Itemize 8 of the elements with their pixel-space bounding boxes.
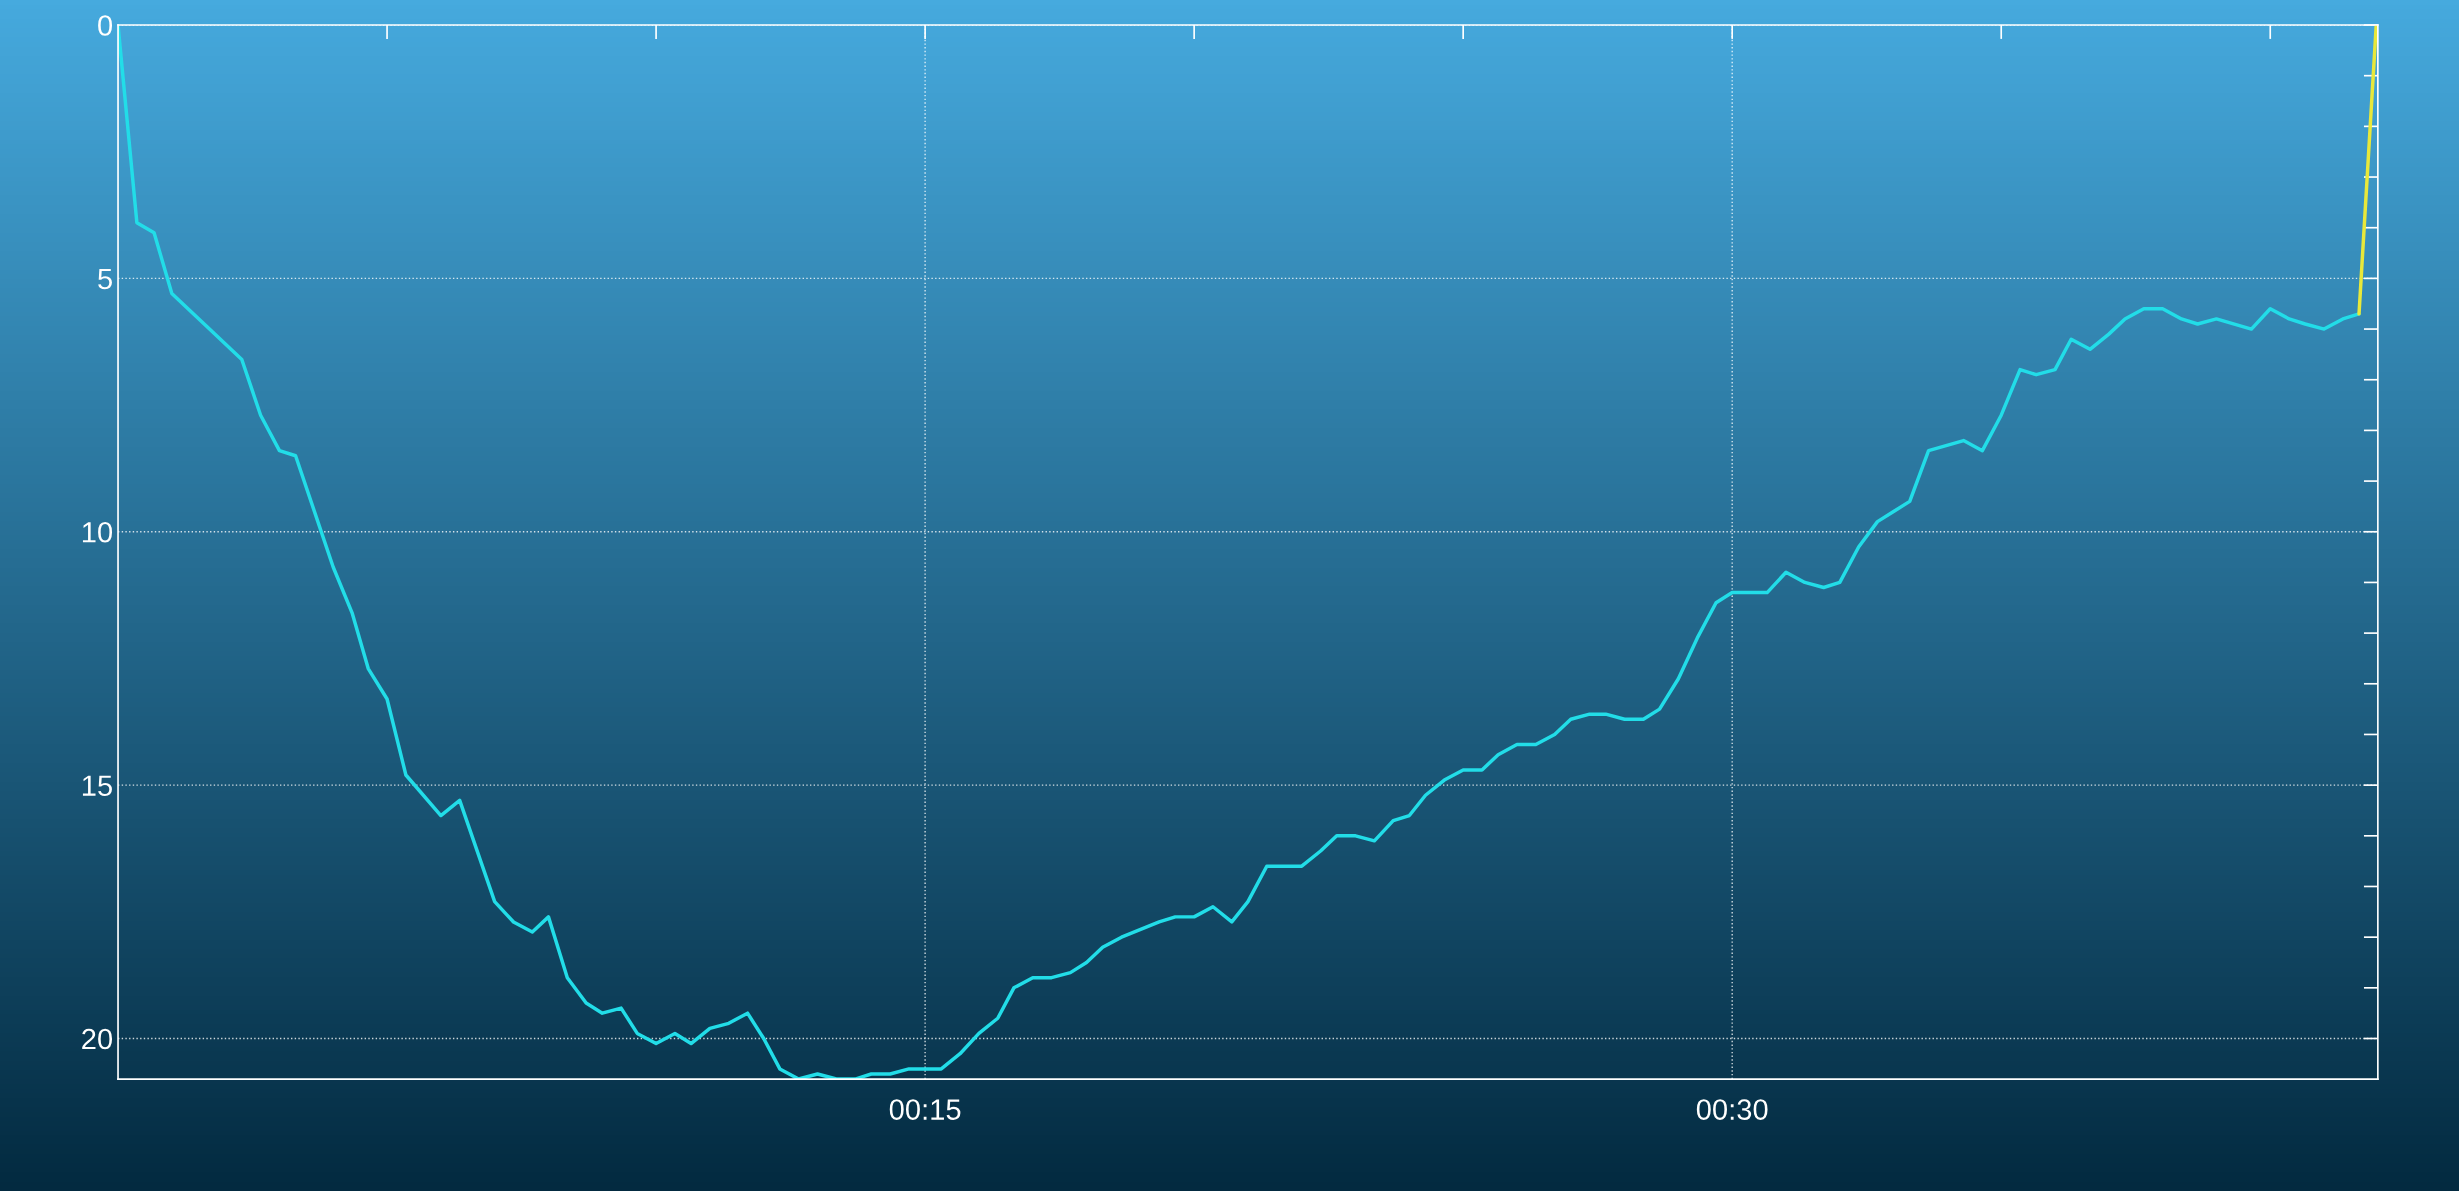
y-tick-label: 5 xyxy=(98,268,112,290)
line-series xyxy=(118,25,2361,1080)
y-tick-label: 20 xyxy=(82,1028,113,1050)
y-tick-label: 15 xyxy=(82,775,112,796)
y-tick-label: 10 xyxy=(82,521,113,543)
y-tick-label: 0 xyxy=(98,15,113,36)
x-tick-label: 00:15 xyxy=(889,1099,961,1120)
x-tick-label: 00:30 xyxy=(1696,1099,1768,1120)
